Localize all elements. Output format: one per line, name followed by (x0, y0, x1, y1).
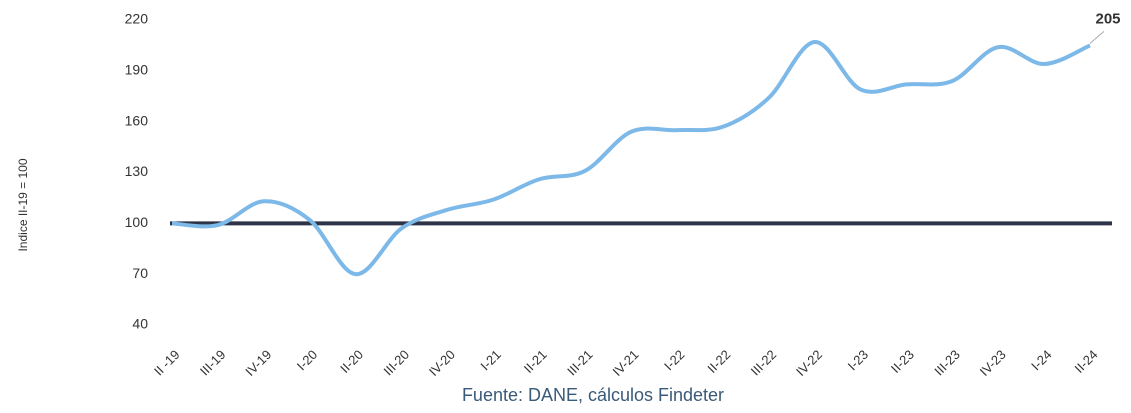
data-label: 205 (1095, 10, 1120, 27)
x-tick-label: II-20 (337, 347, 366, 376)
y-tick-label: 190 (125, 62, 149, 78)
y-tick-label: 100 (125, 214, 149, 230)
x-tick-label: IV-19 (242, 347, 274, 379)
x-tick-label: I-20 (294, 347, 320, 373)
label-leader (1089, 31, 1105, 44)
x-tick-label: III-23 (931, 347, 963, 379)
x-tick-label: I-24 (1028, 347, 1054, 373)
x-tick-label: III-20 (380, 347, 412, 379)
x-tick-label: IV-22 (793, 347, 825, 379)
y-tick-label: 160 (125, 112, 149, 128)
x-tick-label: I-21 (477, 347, 503, 373)
source-note: Fuente: DANE, cálculos Findeter (462, 385, 724, 405)
y-tick-label: 70 (132, 265, 148, 281)
x-tick-label: III-19 (197, 347, 229, 379)
x-tick-label: IV-23 (977, 347, 1009, 379)
x-tick-label: IV-21 (609, 347, 641, 379)
x-tick-label: II-24 (1072, 347, 1101, 376)
x-tick-label: II-23 (888, 347, 917, 376)
y-axis-label: Indice II-19 = 100 (16, 158, 30, 251)
data-line (171, 40, 1091, 277)
x-tick-label: II-22 (704, 347, 733, 376)
x-tick-label: IV-20 (426, 347, 458, 379)
x-tick-label: II -19 (151, 347, 183, 379)
x-tick-label: I-22 (661, 347, 687, 373)
x-tick-label: III-21 (564, 347, 596, 379)
x-tick-label: III-22 (748, 347, 780, 379)
y-tick-label: 40 (132, 316, 148, 332)
x-tick-label: II-21 (521, 347, 550, 376)
y-tick-label: 220 (125, 11, 149, 27)
x-tick-label: I-23 (845, 347, 871, 373)
y-tick-label: 130 (125, 163, 149, 179)
